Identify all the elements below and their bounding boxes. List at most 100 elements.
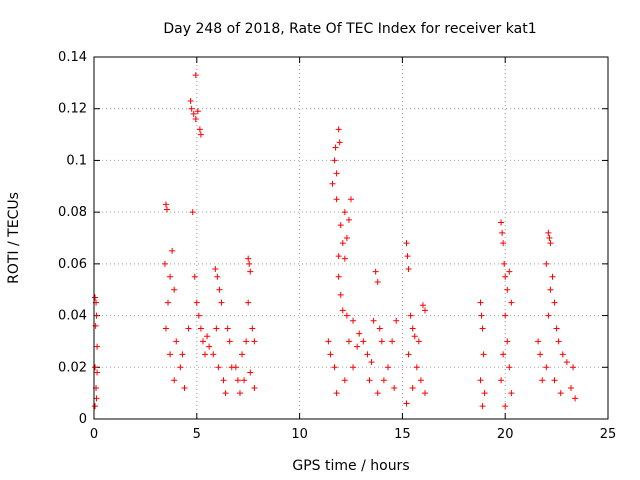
data-point xyxy=(500,351,507,358)
data-point xyxy=(502,403,509,410)
data-point xyxy=(236,390,243,397)
data-point xyxy=(360,338,367,345)
data-point xyxy=(389,338,396,345)
data-point xyxy=(543,364,550,371)
data-point xyxy=(191,273,198,280)
x-tick-label: 5 xyxy=(193,427,201,442)
data-point xyxy=(501,260,508,267)
data-point xyxy=(335,273,342,280)
data-point xyxy=(329,180,336,187)
data-point xyxy=(333,170,340,177)
data-point xyxy=(335,126,342,133)
data-point xyxy=(345,216,352,223)
data-point xyxy=(405,351,412,358)
data-point xyxy=(179,351,186,358)
data-point xyxy=(551,377,558,384)
data-point xyxy=(478,312,485,319)
data-point xyxy=(216,286,223,293)
data-point xyxy=(92,364,99,371)
data-point xyxy=(549,273,556,280)
data-point xyxy=(570,364,577,371)
data-point xyxy=(177,364,184,371)
data-point xyxy=(245,255,252,262)
data-point xyxy=(197,325,204,332)
data-point xyxy=(413,364,420,371)
data-point xyxy=(337,291,344,298)
data-point xyxy=(481,390,488,397)
data-point xyxy=(335,253,342,260)
data-point xyxy=(419,302,426,309)
data-point xyxy=(537,351,544,358)
data-point xyxy=(535,338,542,345)
data-point xyxy=(245,299,252,306)
data-point xyxy=(553,325,560,332)
data-point xyxy=(161,260,168,267)
data-point xyxy=(380,377,387,384)
data-point xyxy=(404,253,411,260)
data-point xyxy=(247,268,254,275)
data-point xyxy=(239,351,246,358)
data-point xyxy=(332,144,339,151)
data-point xyxy=(403,400,410,407)
data-point xyxy=(543,260,550,267)
data-point xyxy=(500,240,507,247)
data-point xyxy=(188,105,195,112)
data-point xyxy=(374,390,381,397)
y-tick-label: 0.1 xyxy=(66,153,87,168)
x-tick-label: 10 xyxy=(291,427,308,442)
data-point xyxy=(345,338,352,345)
data-point xyxy=(539,377,546,384)
data-point xyxy=(343,312,350,319)
y-tick-label: 0.14 xyxy=(58,50,87,65)
data-point xyxy=(407,312,414,319)
data-point xyxy=(557,390,564,397)
data-point xyxy=(502,273,509,280)
data-point xyxy=(417,377,424,384)
data-point xyxy=(214,273,221,280)
data-point xyxy=(162,325,169,332)
data-point xyxy=(378,338,385,345)
data-point xyxy=(163,206,170,213)
data-point xyxy=(559,351,566,358)
y-tick-label: 0.08 xyxy=(58,205,87,220)
data-point xyxy=(477,377,484,384)
data-point xyxy=(222,390,229,397)
x-tick-label: 15 xyxy=(394,427,411,442)
data-point xyxy=(325,338,332,345)
x-axis-title: GPS time / hours xyxy=(292,458,409,474)
data-point xyxy=(546,235,553,241)
data-point xyxy=(498,219,505,226)
data-points xyxy=(92,72,579,410)
data-point xyxy=(94,369,101,376)
data-point xyxy=(195,312,202,319)
data-point xyxy=(405,266,412,273)
data-point xyxy=(341,255,348,262)
data-point xyxy=(220,377,227,384)
data-point xyxy=(551,299,558,306)
data-point xyxy=(169,247,176,254)
data-point xyxy=(572,395,579,402)
data-point xyxy=(354,343,361,350)
data-point xyxy=(204,333,211,340)
data-point xyxy=(339,240,346,247)
plot-frame xyxy=(93,56,609,420)
data-point xyxy=(333,390,340,397)
data-point xyxy=(563,359,570,366)
data-point xyxy=(194,108,201,115)
data-point xyxy=(393,317,400,324)
data-point xyxy=(247,369,254,376)
data-point xyxy=(331,157,338,164)
data-point xyxy=(199,338,206,345)
data-point xyxy=(232,364,239,371)
data-point xyxy=(343,235,350,241)
data-point xyxy=(224,325,231,332)
x-tick-label: 20 xyxy=(497,427,514,442)
y-tick-label: 0.02 xyxy=(58,360,87,375)
data-point xyxy=(385,364,392,371)
data-point xyxy=(92,294,99,301)
data-point xyxy=(193,299,200,306)
data-point xyxy=(350,317,357,324)
data-point xyxy=(403,240,410,247)
data-point xyxy=(167,351,174,358)
x-tick-label: 0 xyxy=(90,427,98,442)
